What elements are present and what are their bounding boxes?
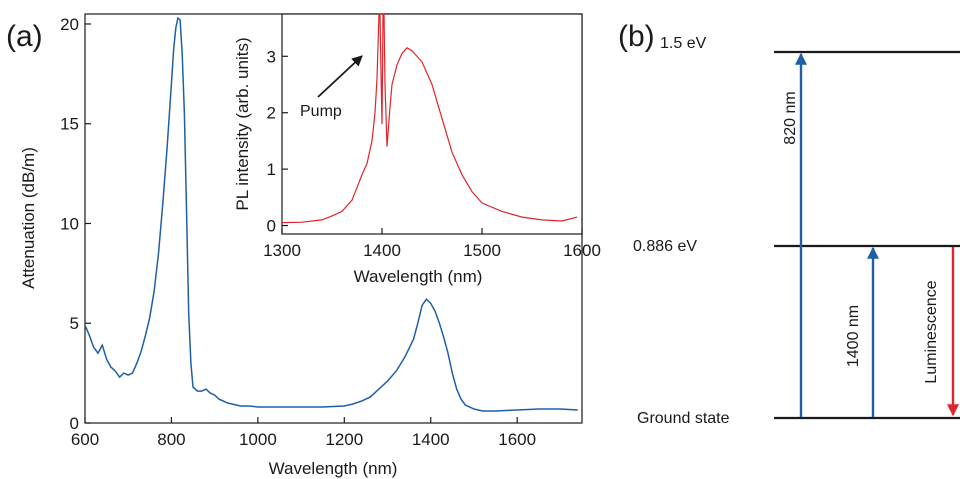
transition-label-820nm: 820 nm: [782, 91, 799, 144]
inset-x-tick-label: 1400: [363, 241, 401, 260]
main-y-tick-label: 15: [60, 115, 79, 134]
main-y-tick-label: 5: [70, 314, 79, 333]
main-y-tick-label: 10: [60, 214, 79, 233]
level-label-upper: 1.5 eV: [660, 35, 707, 52]
main-x-tick-label: 1200: [325, 430, 363, 449]
inset-axis-ticks: 1300 1400 1500 1600 0 1 2 3: [263, 47, 601, 260]
main-x-tick-label: 800: [157, 430, 185, 449]
main-x-tick-label: 1400: [412, 430, 450, 449]
inset-y-tick-label: 1: [267, 160, 276, 179]
main-x-axis-title: Wavelength (nm): [269, 459, 398, 478]
level-label-middle: 0.886 eV: [633, 238, 697, 255]
main-x-tick-label: 1000: [239, 430, 277, 449]
inset-y-tick-label: 3: [267, 47, 276, 66]
inset-x-tick-label: 1500: [463, 241, 501, 260]
inset-x-tick-label: 1600: [563, 241, 601, 260]
main-y-tick-label: 20: [60, 15, 79, 34]
inset-background: [282, 14, 582, 234]
panel-b-label: (b): [618, 20, 655, 53]
main-x-tick-label: 600: [71, 430, 99, 449]
pump-annotation: Pump: [300, 103, 342, 120]
inset-y-axis-title: PL intensity (arb. units): [233, 37, 252, 210]
inset-x-axis-title: Wavelength (nm): [354, 267, 483, 286]
pl-series-line: [281, 13, 578, 224]
inset-x-tick-label: 1300: [263, 241, 301, 260]
transition-label-luminescence: Luminescence: [923, 280, 940, 383]
panel-a-label: (a): [6, 20, 43, 53]
main-y-tick-label: 0: [70, 414, 79, 433]
inset-plot-frame: [281, 13, 583, 235]
main-y-axis-title: Attenuation (dB/m): [19, 147, 38, 289]
energy-level-diagram: (b) 1.5 eV 0.886 eV Ground state 820 nm …: [618, 20, 960, 427]
transition-label-1400nm: 1400 nm: [845, 305, 862, 367]
pump-arrow: [317, 55, 363, 98]
main-x-tick-label: 1600: [498, 430, 536, 449]
pl-inset-chart: 1300 1400 1500 1600 0 1 2 3 Pump Wavelength (nm…: [233, 13, 601, 286]
inset-y-tick-label: 2: [267, 104, 276, 123]
attenuation-series-line: [84, 16, 578, 412]
inset-y-tick-label: 0: [267, 217, 276, 236]
level-label-ground: Ground state: [637, 410, 730, 427]
